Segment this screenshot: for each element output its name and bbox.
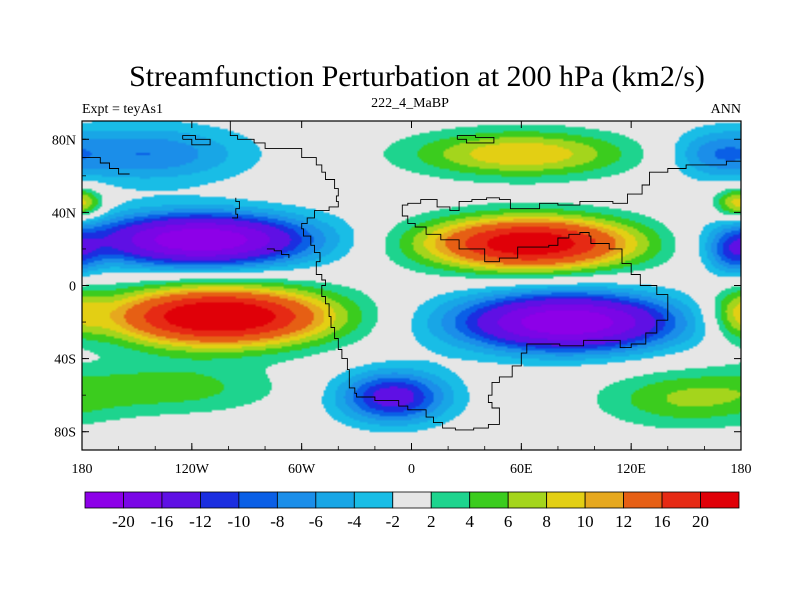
- colorbar-label: -12: [189, 512, 212, 531]
- case-label: 222_4_MaBP: [371, 96, 449, 111]
- x-tick-label: 120E: [616, 462, 646, 477]
- y-tick-label: 40S: [54, 353, 76, 368]
- colorbar-swatch: [315, 491, 355, 509]
- colorbar-label: 16: [654, 512, 671, 531]
- coastline-2: [266, 248, 290, 259]
- colorbar-swatch: [469, 491, 509, 509]
- colorbar-swatch: [200, 491, 240, 509]
- y-tick-label: 40N: [52, 206, 76, 221]
- y-tick-label: 0: [69, 280, 76, 295]
- colorbar-swatch: [584, 491, 624, 509]
- colorbar-label: -2: [386, 512, 400, 531]
- x-tick-label: 60E: [510, 462, 533, 477]
- coastline-1: [232, 197, 240, 219]
- colorbar-label: 12: [615, 512, 632, 531]
- continent-outlines: [82, 121, 741, 431]
- colorbar-label: 2: [427, 512, 436, 531]
- chart-title: Streamfunction Perturbation at 200 hPa (…: [129, 60, 705, 93]
- colorbar-label: 4: [465, 512, 474, 531]
- colorbar-swatch: [84, 491, 124, 509]
- streamfunction-field: [82, 121, 741, 450]
- y-tick-label: 80N: [52, 133, 76, 148]
- colorbar-label: 6: [504, 512, 513, 531]
- colorbar-swatch: [661, 491, 701, 509]
- colorbar-swatch: [161, 491, 201, 509]
- colorbar-label: -16: [151, 512, 174, 531]
- y-axis: 80N 40N 0 40S 80S: [52, 133, 741, 441]
- colorbar-swatch: [123, 491, 163, 509]
- coastline-4: [182, 135, 211, 146]
- colorbar-label: -10: [228, 512, 251, 531]
- x-axis: 180 120W 60W 0 60E 120E 180: [72, 121, 752, 477]
- colorbar-label: -8: [270, 512, 284, 531]
- colorbar-label: -20: [112, 512, 135, 531]
- colorbar-swatch: [353, 491, 394, 509]
- x-tick-label: 120W: [175, 462, 210, 477]
- x-tick-label: 0: [408, 462, 415, 477]
- map-panel: [81, 120, 742, 451]
- colorbar-label: 10: [577, 512, 594, 531]
- coastline-5: [456, 135, 495, 144]
- colorbar-swatch: [507, 491, 548, 509]
- colorbar-swatch: [623, 491, 663, 509]
- colorbar-swatch: [392, 491, 432, 509]
- x-tick-label: 60W: [288, 462, 316, 477]
- experiment-label: Expt = teyAs1: [82, 102, 163, 117]
- y-tick-label: 80S: [54, 426, 76, 441]
- x-tick-label: 180: [731, 462, 752, 477]
- x-tick-label: 180: [72, 462, 93, 477]
- colorbar-swatch: [546, 491, 586, 509]
- colorbar-label: -4: [347, 512, 362, 531]
- season-label: ANN: [711, 102, 741, 117]
- colorbar: -20 -16 -12 -10 -8 -6 -4 -2 2 4 6 8 10 12 16 20: [84, 491, 740, 531]
- colorbar-label: 20: [692, 512, 709, 531]
- colorbar-swatch: [238, 491, 278, 509]
- coastline-0: [229, 121, 741, 431]
- colorbar-swatch: [430, 491, 471, 509]
- colorbar-swatch: [700, 491, 740, 509]
- colorbar-label: -6: [309, 512, 323, 531]
- colorbar-swatch: [276, 491, 317, 509]
- coastline-3: [82, 155, 130, 175]
- colorbar-label: 8: [542, 512, 551, 531]
